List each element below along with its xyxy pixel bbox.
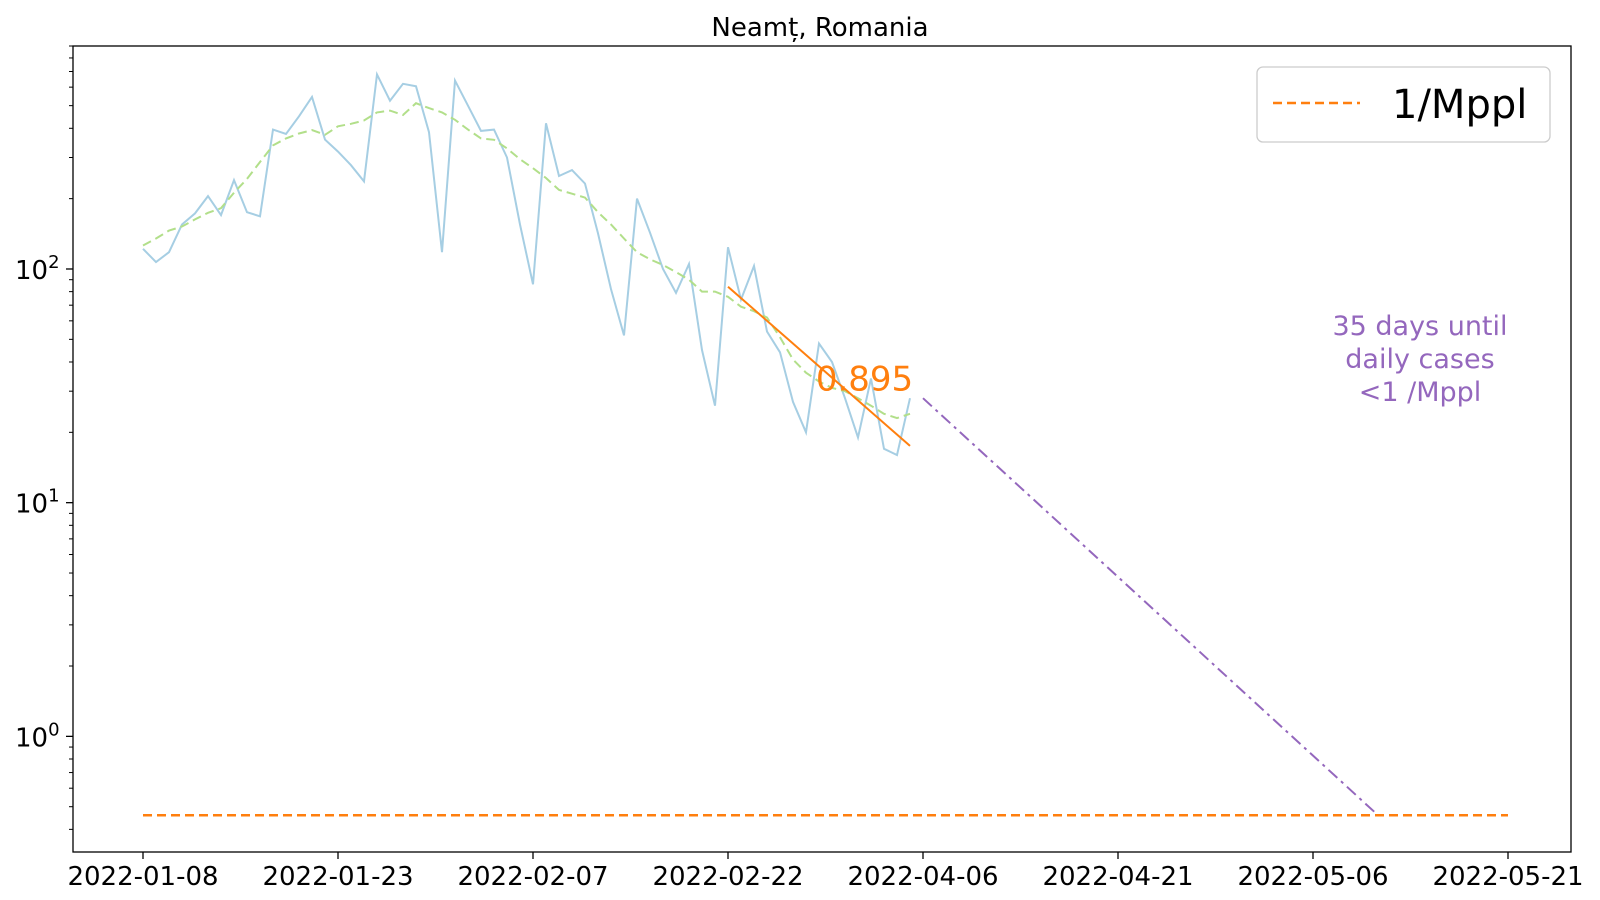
x-tick-label: 2022-02-07: [457, 862, 608, 892]
x-tick-label: 2022-01-08: [67, 862, 218, 892]
chart-title: Neamț, Romania: [711, 13, 928, 43]
y-tick-label: 102: [15, 252, 60, 286]
legend-frame: [1256, 66, 1551, 143]
x-tick-label: 2022-01-23: [262, 862, 413, 892]
legend: 1/Mppl: [1256, 66, 1551, 143]
plot-frame: [72, 45, 1572, 853]
series-line-0: [142, 70, 911, 457]
y-tick-label: 100: [15, 719, 60, 753]
plot-area: [142, 70, 1508, 817]
series-line-3: [922, 397, 1379, 816]
x-tick-label: 2022-02-22: [652, 862, 803, 892]
x-axis: 2022-01-08 2022-01-23 2022-02-07 2022-02-22…: [67, 852, 1584, 892]
x-tick-label: 2022-04-21: [1042, 862, 1193, 892]
legend-label-1mppl: 1/Mppl: [1392, 82, 1527, 128]
x-tick-label: 2022-05-21: [1432, 862, 1583, 892]
y-axis: 102 101 100: [15, 45, 73, 830]
series-line-1: [142, 102, 911, 420]
x-tick-label: 2022-04-06: [847, 862, 998, 892]
y-tick-label: 101: [15, 486, 60, 520]
x-tick-label: 2022-05-06: [1237, 862, 1388, 892]
forecast-annotation-line: <1 /Mppl: [1359, 377, 1482, 408]
forecast-annotation-line: daily cases: [1345, 344, 1494, 375]
forecast-annotation-line: 35 days until: [1332, 311, 1507, 342]
series-line-2: [727, 285, 911, 447]
slope-annotation: 0.895: [816, 359, 913, 399]
